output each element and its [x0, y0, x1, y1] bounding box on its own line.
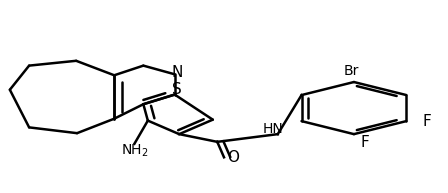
Text: HN: HN — [263, 122, 284, 136]
Text: S: S — [172, 82, 182, 97]
Text: O: O — [227, 150, 239, 165]
Text: F: F — [422, 114, 431, 129]
Text: NH$_2$: NH$_2$ — [121, 142, 148, 159]
Text: F: F — [361, 135, 370, 150]
Text: Br: Br — [344, 64, 359, 78]
Text: N: N — [171, 65, 183, 80]
